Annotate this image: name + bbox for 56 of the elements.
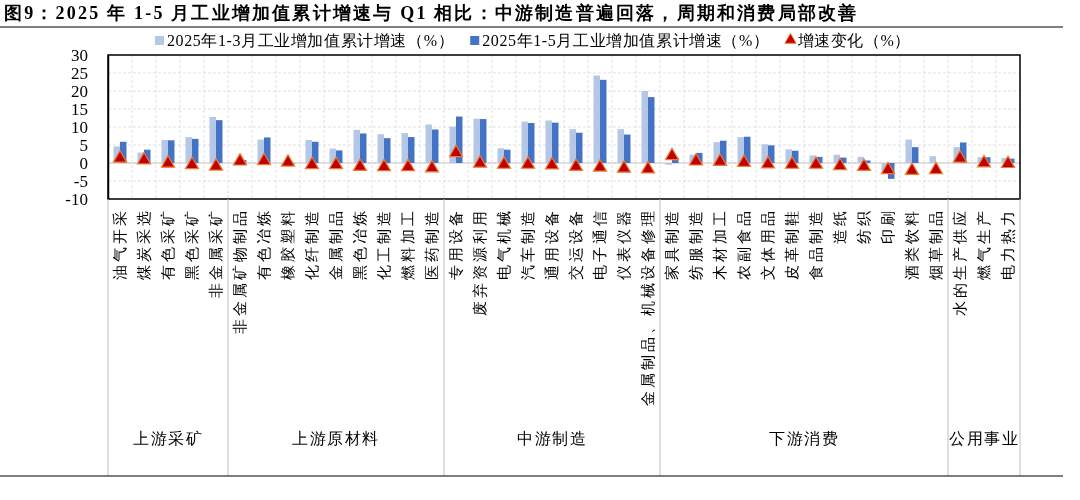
x-tick-label: 烟草制品 — [928, 208, 944, 280]
x-tick-label: 农副食品 — [736, 208, 752, 280]
x-tick-label: 通用设备 — [544, 208, 560, 280]
x-tick-label: 纺服制造 — [688, 208, 704, 280]
x-tick-label: 燃料加工 — [400, 208, 416, 280]
x-tick-label: 金属制品 — [328, 208, 344, 280]
x-tick-label: 金属制品、机械设备修理 — [640, 208, 656, 406]
x-tick-label: 造纸 — [832, 208, 848, 244]
x-tick-label: 纺织 — [856, 208, 872, 244]
x-tick-label: 橡胶塑料 — [280, 208, 296, 280]
legend-label: 2025年1-3月工业增加值累计增速（%） — [166, 32, 455, 49]
x-tick-label: 木材加工 — [712, 208, 728, 280]
x-tick-label: 非金属矿物制品 — [232, 208, 248, 334]
y-tick-label: -5 — [73, 171, 88, 191]
legend-label: 2025年1-5月工业增加值累计增速（%） — [482, 32, 770, 49]
x-tick-label: 燃气生产 — [976, 208, 992, 280]
text: 中游制造 — [517, 430, 587, 447]
y-tick-label: 10 — [71, 117, 88, 137]
x-tick-label: 电子通信 — [592, 208, 608, 280]
x-tick-label: 印刷 — [880, 208, 896, 244]
y-tick-label: 15 — [71, 99, 88, 119]
x-tick-label: 电力热力 — [1000, 208, 1016, 280]
y-tick-label: 0 — [79, 153, 88, 173]
x-tick-label: 废弃资源利用 — [472, 208, 488, 316]
x-tick-label: 化纤制造 — [304, 208, 320, 280]
x-tick-label: 水的生产供应 — [952, 208, 968, 316]
x-tick-label: 有色采矿 — [160, 208, 176, 280]
text: 上游原材料 — [292, 430, 380, 447]
x-tick-label: 黑色冶炼 — [352, 208, 368, 280]
x-tick-label: 煤炭采选 — [136, 208, 152, 280]
x-tick-label: 汽车制造 — [520, 208, 536, 280]
legend-label: 增速变化（%） — [796, 32, 912, 49]
x-tick-label: 家具制造 — [664, 208, 680, 280]
x-tick-label: 专用设备 — [448, 208, 464, 280]
y-tick-label: 30 — [71, 45, 88, 65]
x-tick-label: 交运设备 — [568, 208, 584, 280]
text: 上游采矿 — [133, 430, 203, 447]
y-tick-label: 20 — [71, 81, 88, 101]
x-tick-label: 食品制造 — [808, 208, 824, 280]
x-tick-label: 皮革制鞋 — [784, 208, 800, 280]
x-tick-label: 仪表仪器 — [616, 208, 632, 280]
x-tick-label: 电气机械 — [496, 208, 512, 280]
text: 下游消费 — [769, 430, 839, 447]
x-tick-label: 医药制造 — [424, 208, 440, 280]
x-tick-label: 化工制造 — [376, 208, 392, 280]
x-tick-label: 酒类饮料 — [904, 208, 920, 280]
x-tick-label: 非金属采矿 — [208, 208, 224, 298]
y-tick-label: 25 — [71, 63, 88, 83]
chart-title: 图9：2025 年 1-5 月工业增加值累计增速与 Q1 相比：中游制造普遍回落，周期和消费局部改善 — [4, 3, 859, 23]
x-tick-label: 黑色采矿 — [184, 208, 200, 280]
x-tick-label: 油气开采 — [112, 208, 128, 280]
x-tick-label: 文体用品 — [760, 208, 776, 280]
text: 公用事业 — [949, 430, 1019, 447]
y-tick-label: -10 — [65, 189, 88, 209]
y-tick-label: 5 — [79, 135, 88, 155]
x-tick-label: 有色冶炼 — [256, 208, 272, 280]
